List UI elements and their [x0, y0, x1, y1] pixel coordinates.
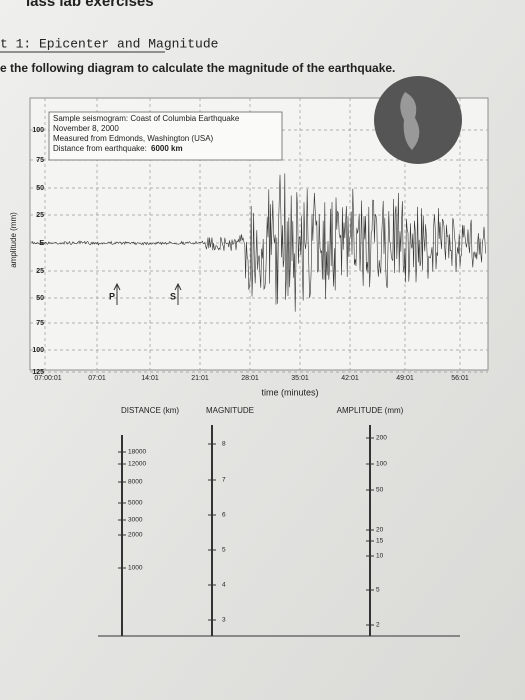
phase-marker: S: [170, 291, 176, 301]
x-tick-label: 42:01: [341, 375, 359, 382]
instruction: e the following diagram to calculate the…: [0, 61, 395, 75]
scale-tick-label: 8: [222, 441, 226, 448]
y-tick-label: 125: [32, 369, 44, 376]
scale-tick-label: 5: [222, 547, 226, 554]
x-tick-label: 07:01: [88, 375, 106, 382]
y-tick-label: 75: [36, 320, 44, 327]
info-line: Distance from earthquake:: [53, 144, 147, 153]
scale-tick-label: 7: [222, 477, 226, 484]
nomogram: DISTANCE (km) 18000 12000 8000 5000 3000 2000 1…: [98, 406, 460, 637]
y-tick-label: 25: [36, 212, 44, 219]
x-tick-label: 21:01: [191, 375, 209, 382]
y-tick-label: E: [39, 240, 44, 247]
globe: [374, 76, 462, 164]
scale-tick-label: 3: [222, 617, 226, 624]
scale-tick-label: 2000: [128, 532, 143, 539]
scale-tick-label: 2: [376, 622, 380, 629]
info-line: Measured from Edmonds, Washington (USA): [53, 134, 214, 143]
y-tick-label: 25: [36, 268, 44, 275]
x-tick-label: 56:01: [451, 375, 469, 382]
scale-tick-label: 200: [376, 435, 387, 442]
scale-tick-label: 10: [376, 553, 384, 560]
scale-tick-label: 18000: [128, 449, 146, 456]
scale-tick-label: 50: [376, 487, 384, 494]
scale-tick-label: 12000: [128, 461, 146, 468]
scale-tick-label: 1000: [128, 565, 143, 572]
scale-tick-label: 5: [376, 587, 380, 594]
x-tick-label: 07:00:01: [34, 375, 61, 382]
scale-tick-label: 5000: [128, 500, 143, 507]
seismogram-trace: [31, 173, 486, 312]
x-tick-label: 14:01: [141, 375, 159, 382]
y-tick-label: 50: [36, 185, 44, 192]
scale-tick-label: 6: [222, 512, 226, 519]
y-tick-label: 100: [32, 347, 44, 354]
y-tick-label: 75: [36, 157, 44, 164]
x-tick-label: 28:01: [241, 375, 259, 382]
info-box: [48, 111, 283, 161]
info-line: Sample seismogram: Coast of Columbia Ear…: [53, 114, 240, 123]
x-axis-label: time (minutes): [261, 387, 318, 397]
continent: [400, 92, 420, 150]
scale-tick-label: 100: [376, 461, 387, 468]
scale-title: DISTANCE (km): [121, 406, 179, 415]
scale-tick-label: 8000: [128, 479, 143, 486]
scale-tick-label: 3000: [128, 517, 143, 524]
scale-tick-label: 15: [376, 538, 384, 545]
y-tick-label: 50: [36, 295, 44, 302]
scale-tick-label: 4: [222, 582, 226, 589]
scale-title: MAGNITUDE: [206, 406, 254, 415]
arrow: [174, 282, 182, 305]
phase-marker: P: [109, 291, 115, 301]
y-tick-label: 100: [32, 127, 44, 134]
course-title: lass lab exercises: [26, 0, 154, 10]
info-line: November 8, 2000: [53, 124, 119, 133]
scale-title: AMPLITUDE (mm): [337, 406, 404, 415]
arrow: [113, 282, 121, 305]
x-tick-label: 35:01: [291, 375, 309, 382]
section-title: t 1: Epicenter and Magnitude: [0, 36, 218, 51]
y-axis-label: amplitude (mm): [9, 212, 18, 268]
scale-tick-label: 20: [376, 527, 384, 534]
x-tick-label: 49:01: [396, 375, 414, 382]
info-value: 6000 km: [151, 144, 183, 153]
